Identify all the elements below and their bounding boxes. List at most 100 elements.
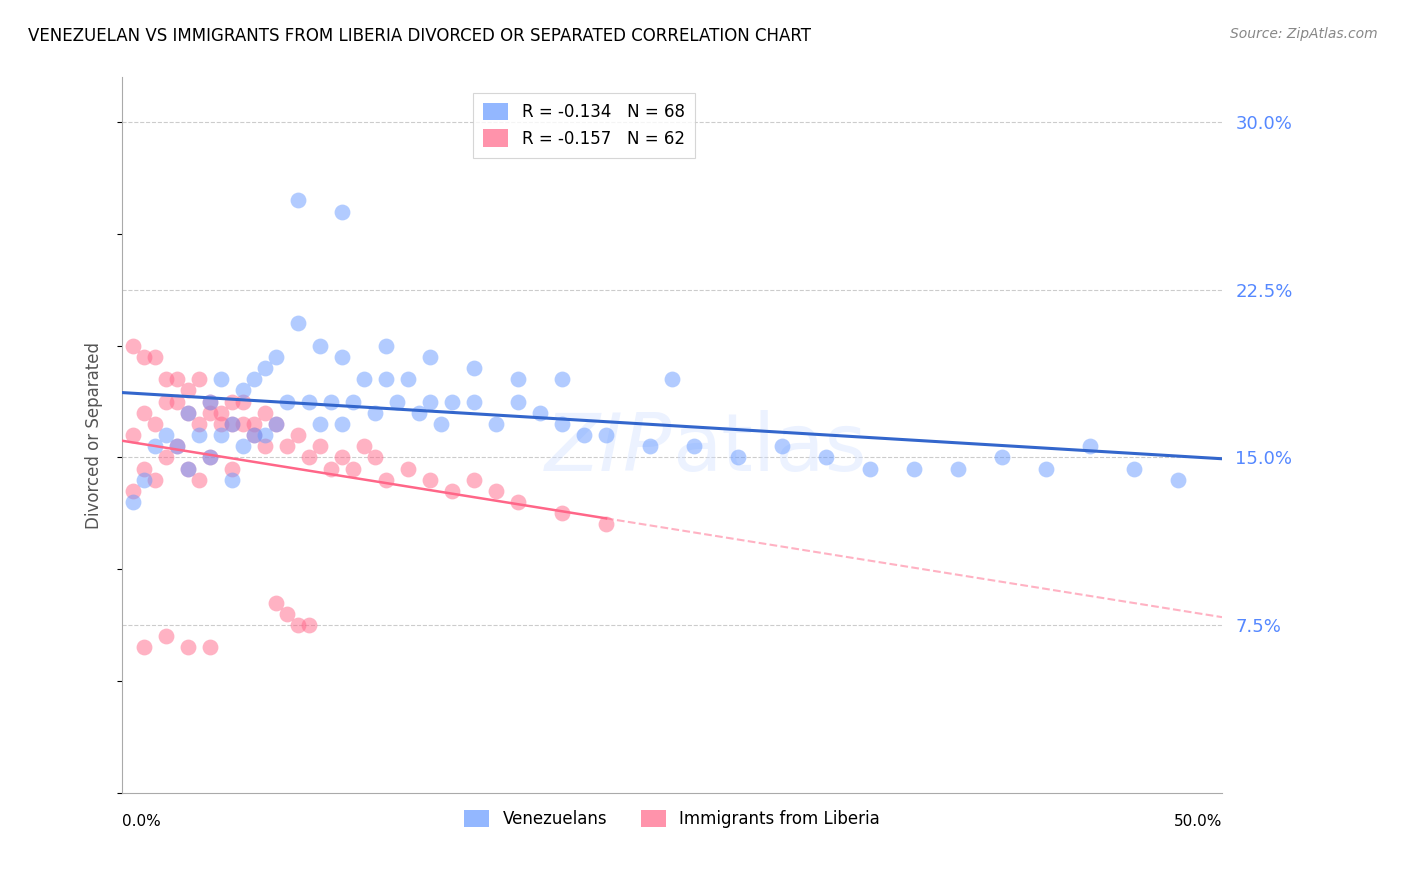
- Point: [132, 640, 155, 655]
- Point: [177, 640, 200, 655]
- Point: [243, 428, 266, 442]
- Point: [243, 428, 266, 442]
- Point: [661, 372, 683, 386]
- Point: [353, 439, 375, 453]
- Point: [991, 450, 1014, 465]
- Point: [287, 618, 309, 632]
- Point: [177, 384, 200, 398]
- Point: [221, 417, 243, 431]
- Point: [276, 607, 298, 621]
- Point: [572, 428, 595, 442]
- Point: [232, 439, 254, 453]
- Point: [298, 450, 321, 465]
- Point: [132, 461, 155, 475]
- Point: [1167, 473, 1189, 487]
- Point: [330, 350, 353, 364]
- Point: [330, 450, 353, 465]
- Point: [287, 316, 309, 330]
- Point: [364, 450, 387, 465]
- Point: [287, 428, 309, 442]
- Point: [330, 204, 353, 219]
- Point: [419, 350, 441, 364]
- Point: [441, 394, 464, 409]
- Point: [177, 406, 200, 420]
- Point: [254, 361, 277, 376]
- Point: [122, 495, 145, 509]
- Point: [595, 428, 617, 442]
- Y-axis label: Divorced or Separated: Divorced or Separated: [86, 342, 103, 529]
- Point: [143, 439, 166, 453]
- Point: [243, 417, 266, 431]
- Point: [485, 483, 508, 498]
- Point: [198, 406, 221, 420]
- Point: [396, 461, 419, 475]
- Point: [814, 450, 837, 465]
- Point: [254, 428, 277, 442]
- Point: [188, 428, 211, 442]
- Point: [441, 483, 464, 498]
- Point: [430, 417, 453, 431]
- Point: [419, 394, 441, 409]
- Point: [254, 439, 277, 453]
- Point: [209, 417, 232, 431]
- Point: [353, 372, 375, 386]
- Point: [221, 461, 243, 475]
- Point: [143, 417, 166, 431]
- Point: [1123, 461, 1146, 475]
- Point: [287, 194, 309, 208]
- Text: atlas: atlas: [672, 410, 866, 488]
- Text: 0.0%: 0.0%: [122, 814, 160, 829]
- Text: Source: ZipAtlas.com: Source: ZipAtlas.com: [1230, 27, 1378, 41]
- Point: [155, 428, 177, 442]
- Point: [309, 439, 332, 453]
- Point: [155, 629, 177, 643]
- Point: [342, 394, 364, 409]
- Point: [375, 473, 398, 487]
- Point: [375, 372, 398, 386]
- Point: [276, 439, 298, 453]
- Point: [551, 372, 574, 386]
- Point: [946, 461, 969, 475]
- Point: [198, 450, 221, 465]
- Point: [683, 439, 706, 453]
- Point: [264, 596, 287, 610]
- Point: [122, 338, 145, 352]
- Text: 50.0%: 50.0%: [1174, 814, 1222, 829]
- Point: [143, 473, 166, 487]
- Point: [188, 372, 211, 386]
- Point: [243, 372, 266, 386]
- Point: [903, 461, 925, 475]
- Point: [166, 394, 188, 409]
- Point: [188, 417, 211, 431]
- Point: [132, 350, 155, 364]
- Point: [155, 450, 177, 465]
- Point: [264, 350, 287, 364]
- Point: [859, 461, 882, 475]
- Point: [298, 618, 321, 632]
- Point: [506, 495, 529, 509]
- Point: [319, 461, 342, 475]
- Point: [330, 417, 353, 431]
- Legend: Venezuelans, Immigrants from Liberia: Venezuelans, Immigrants from Liberia: [458, 803, 886, 834]
- Point: [298, 394, 321, 409]
- Point: [198, 450, 221, 465]
- Point: [529, 406, 551, 420]
- Point: [221, 473, 243, 487]
- Point: [177, 406, 200, 420]
- Point: [254, 406, 277, 420]
- Point: [364, 406, 387, 420]
- Point: [198, 394, 221, 409]
- Point: [122, 483, 145, 498]
- Point: [209, 406, 232, 420]
- Point: [198, 640, 221, 655]
- Point: [122, 428, 145, 442]
- Point: [385, 394, 408, 409]
- Point: [221, 417, 243, 431]
- Point: [132, 406, 155, 420]
- Point: [309, 417, 332, 431]
- Point: [319, 394, 342, 409]
- Point: [419, 473, 441, 487]
- Point: [232, 394, 254, 409]
- Point: [143, 350, 166, 364]
- Point: [232, 417, 254, 431]
